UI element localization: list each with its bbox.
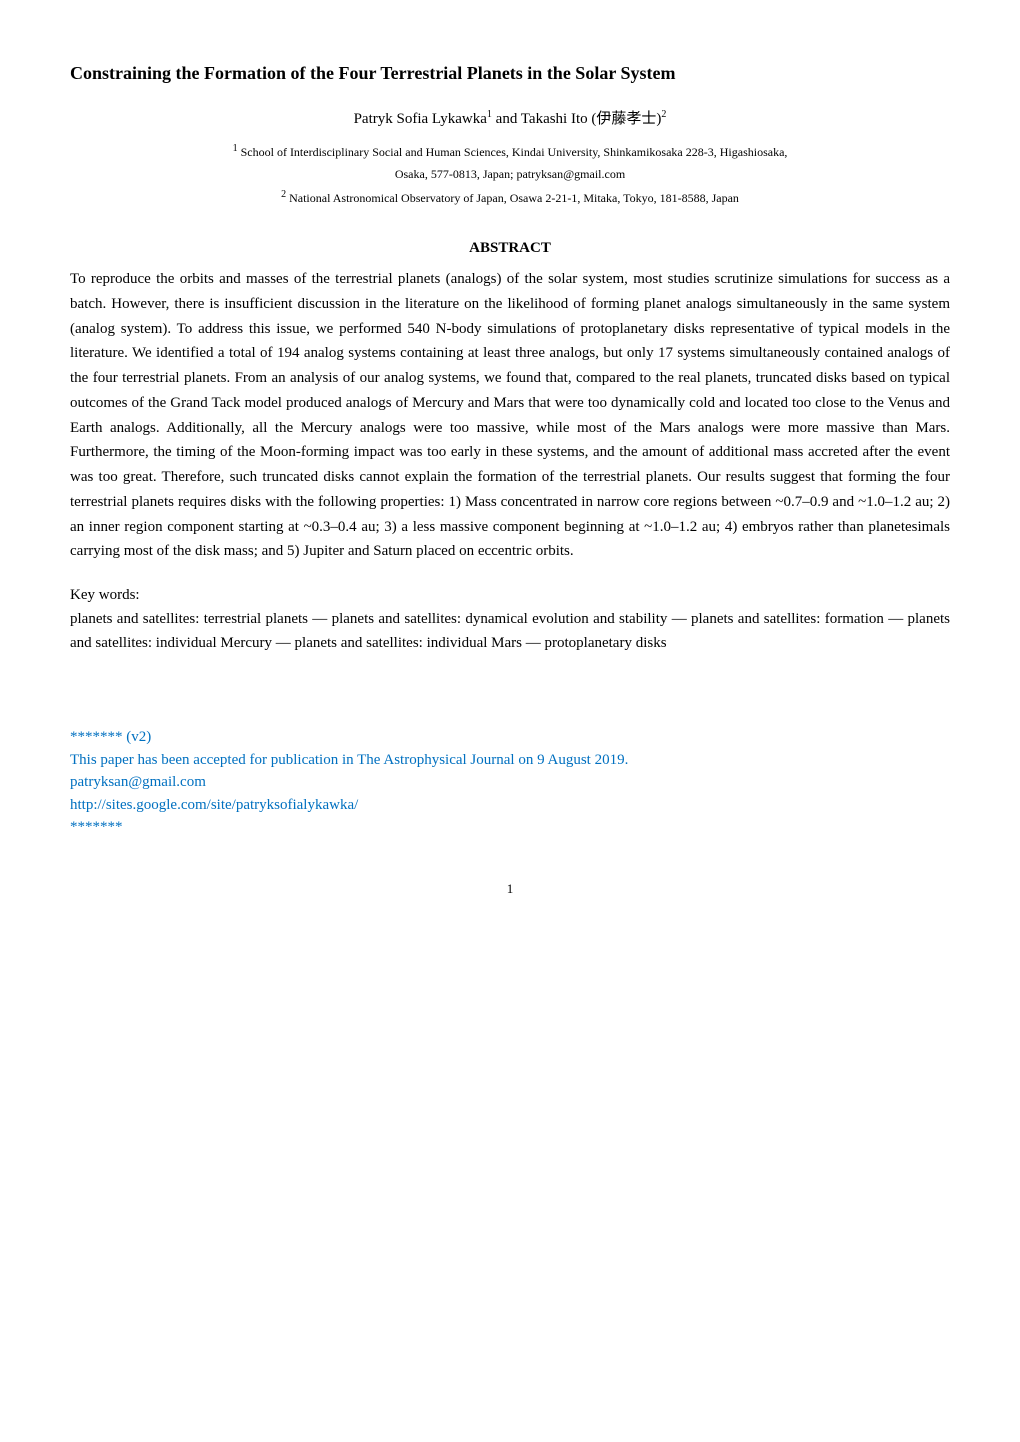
affiliation-2: 2 National Astronomical Observatory of J…	[70, 187, 950, 207]
authors-line: Patryk Sofia Lykawka1 and Takashi Ito (伊…	[70, 107, 950, 131]
page-number: 1	[70, 879, 950, 899]
paper-title: Constraining the Formation of the Four T…	[70, 60, 950, 87]
keywords-label: Key words:	[70, 584, 950, 607]
affiliation-1: 1 School of Interdisciplinary Social and…	[70, 141, 950, 161]
keywords-body: planets and satellites: terrestrial plan…	[70, 607, 950, 657]
abstract-body: To reproduce the orbits and masses of th…	[70, 267, 950, 564]
acceptance-note: This paper has been accepted for publica…	[70, 749, 950, 772]
affiliation-1b: Osaka, 577-0813, Japan; patryksan@gmail.…	[70, 165, 950, 183]
stars-divider: *******	[70, 816, 950, 839]
website-url: http://sites.google.com/site/patryksofia…	[70, 794, 950, 817]
version-note: ******* (v2)	[70, 726, 950, 749]
contact-email: patryksan@gmail.com	[70, 771, 950, 794]
abstract-heading: ABSTRACT	[70, 237, 950, 260]
